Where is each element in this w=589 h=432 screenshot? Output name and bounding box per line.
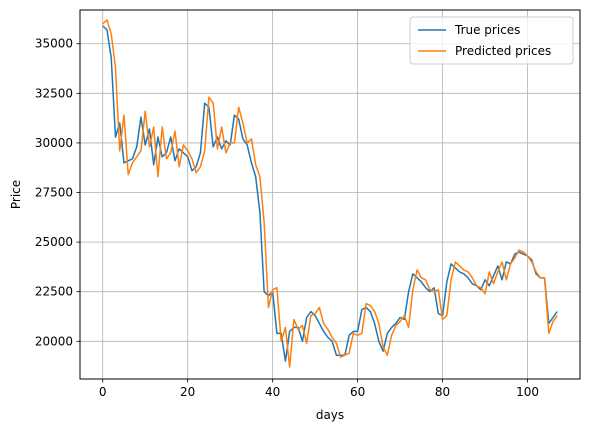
series-layer [102, 19, 558, 368]
x-axis-label: days [316, 408, 344, 422]
x-tick-label: 100 [516, 385, 539, 399]
x-tick-label: 60 [350, 385, 365, 399]
x-tick-label: 80 [435, 385, 450, 399]
series-line-predicted-prices [102, 19, 558, 368]
y-axis-label: Price [9, 180, 23, 209]
y-tick-label: 25000 [35, 235, 73, 249]
legend-label-true-prices: True prices [454, 23, 520, 37]
y-tick-label: 22500 [35, 285, 73, 299]
x-tick-label: 0 [99, 385, 107, 399]
x-tick-label: 40 [265, 385, 280, 399]
y-tick-label: 35000 [35, 37, 73, 51]
x-tick-label: 20 [180, 385, 195, 399]
y-axis-ticks: 20000 22500 25000 27500 30000 32500 35000 [35, 37, 80, 348]
y-tick-label: 30000 [35, 136, 73, 150]
y-tick-label: 20000 [35, 334, 73, 348]
y-tick-label: 32500 [35, 86, 73, 100]
legend-label-predicted-prices: Predicted prices [455, 44, 551, 58]
legend: True prices Predicted prices [409, 16, 574, 65]
legend-box [409, 16, 574, 65]
plot-frame [79, 9, 581, 380]
y-tick-label: 27500 [35, 186, 73, 200]
x-axis-ticks: 0 20 40 60 80 100 [99, 379, 539, 399]
